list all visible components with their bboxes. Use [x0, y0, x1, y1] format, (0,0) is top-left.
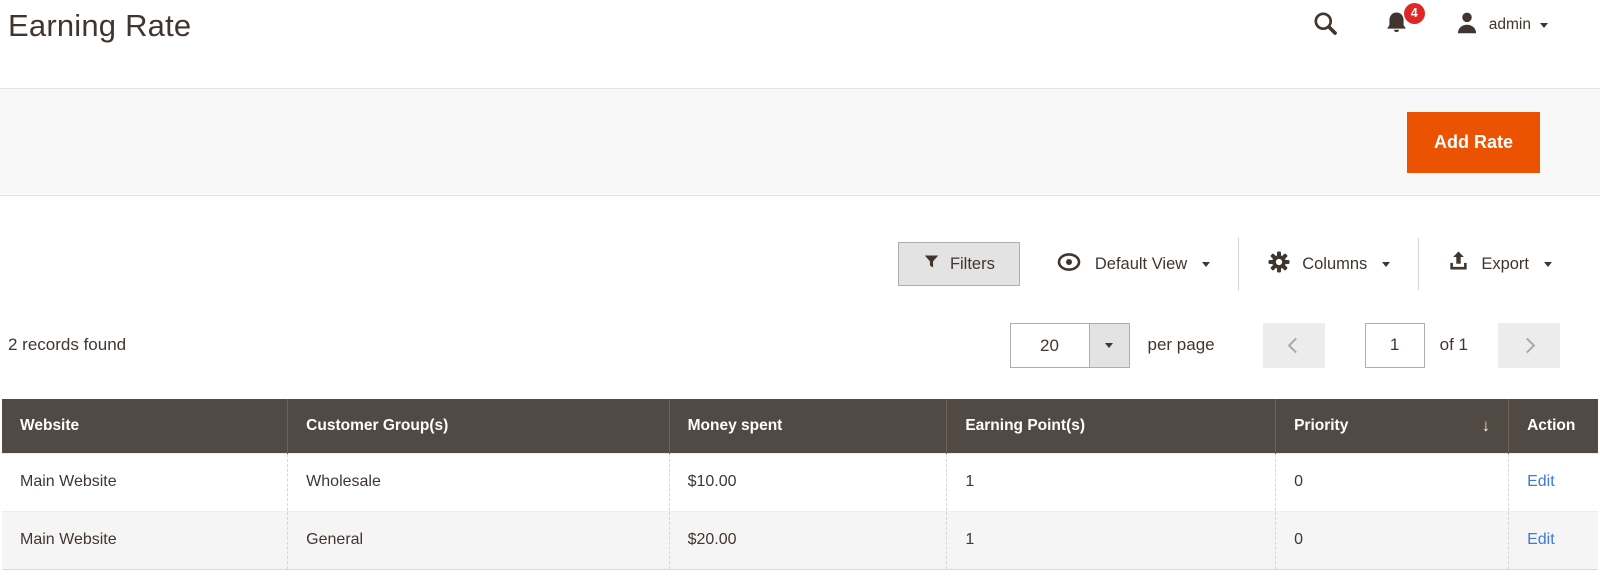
table-row: Main Website Wholesale $10.00 1 0 Edit — [2, 453, 1598, 511]
caret-down-icon — [1105, 342, 1114, 348]
chevron-down-icon — [1382, 261, 1391, 267]
filters-button[interactable]: Filters — [897, 242, 1020, 286]
per-page-label: per page — [1147, 335, 1215, 354]
edit-link[interactable]: Edit — [1527, 473, 1555, 490]
records-found-text: 2 records found — [8, 335, 127, 354]
toolbar-divider — [1238, 238, 1240, 290]
admin-menu[interactable]: admin — [1454, 10, 1548, 41]
current-page-input[interactable] — [1364, 322, 1425, 368]
cell-money-spent: $20.00 — [668, 511, 947, 569]
search-icon — [1312, 10, 1339, 40]
chevron-right-icon — [1519, 337, 1535, 353]
cell-money-spent: $10.00 — [668, 453, 947, 511]
previous-page-button[interactable] — [1262, 322, 1325, 368]
column-header-money-spent[interactable]: Money spent — [668, 399, 947, 453]
chevron-left-icon — [1287, 337, 1304, 353]
column-header-earning-points[interactable]: Earning Point(s) — [946, 399, 1276, 453]
page-header: Earning Rate 4 — [0, 0, 1600, 88]
per-page-value: 20 — [1009, 322, 1090, 368]
edit-link[interactable]: Edit — [1527, 531, 1555, 548]
export-icon — [1447, 250, 1470, 278]
chevron-down-icon — [1202, 261, 1211, 267]
cell-priority: 0 — [1275, 453, 1509, 511]
grid-toolbar: Filters Default View — [0, 238, 1600, 290]
grid-header-row: Website Customer Group(s) Money spent Ea… — [2, 399, 1598, 453]
search-button[interactable] — [1312, 10, 1339, 40]
columns-selector[interactable]: Columns — [1261, 250, 1396, 279]
cell-customer-group: Wholesale — [287, 453, 670, 511]
column-header-customer-groups[interactable]: Customer Group(s) — [287, 399, 670, 453]
cell-customer-group: General — [287, 511, 670, 569]
cell-website: Main Website — [20, 473, 117, 490]
notification-count-badge: 4 — [1403, 3, 1425, 24]
notifications-button[interactable]: 4 — [1383, 3, 1425, 40]
per-page-select[interactable]: 20 — [1009, 322, 1130, 368]
column-header-priority[interactable]: Priority ↓ — [1275, 399, 1509, 453]
export-label: Export — [1481, 254, 1529, 273]
chevron-down-icon — [1544, 261, 1552, 267]
gear-icon — [1267, 250, 1291, 279]
cell-earning-points: 1 — [946, 453, 1276, 511]
eye-icon — [1054, 251, 1084, 278]
export-control[interactable]: Export — [1441, 250, 1558, 278]
total-pages-label: of 1 — [1439, 335, 1468, 354]
column-header-action[interactable]: Action — [1508, 399, 1598, 453]
grid-meta-row: 2 records found 20 per page of 1 — [0, 322, 1600, 368]
sort-descending-icon: ↓ — [1481, 415, 1491, 435]
column-header-website[interactable]: Website — [2, 399, 288, 453]
view-label: Default View — [1094, 254, 1188, 273]
cell-action: Edit — [1508, 511, 1598, 569]
user-icon — [1454, 10, 1480, 41]
table-row: Main Website General $20.00 1 0 Edit — [2, 511, 1598, 569]
cell-website: Main Website — [20, 531, 117, 548]
cell-earning-points: 1 — [946, 511, 1276, 569]
page-title: Earning Rate — [8, 8, 192, 43]
header-actions: 4 admin — [1312, 3, 1548, 44]
earning-rate-grid: Website Customer Group(s) Money spent Ea… — [2, 399, 1598, 570]
view-selector[interactable]: Default View — [1048, 251, 1216, 278]
filters-label: Filters — [949, 254, 995, 273]
next-page-button[interactable] — [1498, 322, 1560, 368]
admin-username: admin — [1488, 16, 1531, 33]
cell-priority: 0 — [1275, 511, 1509, 569]
bell-icon — [1383, 10, 1410, 40]
toolbar-divider — [1418, 238, 1420, 290]
chevron-down-icon — [1540, 22, 1548, 28]
page-actions-band: Add Rate — [0, 88, 1600, 196]
cell-action: Edit — [1508, 453, 1598, 511]
add-rate-button[interactable]: Add Rate — [1406, 111, 1540, 173]
pager: 20 per page of 1 — [1009, 322, 1560, 368]
filter-funnel-icon — [923, 253, 940, 275]
columns-label: Columns — [1302, 254, 1368, 273]
per-page-caret-box[interactable] — [1089, 322, 1130, 368]
